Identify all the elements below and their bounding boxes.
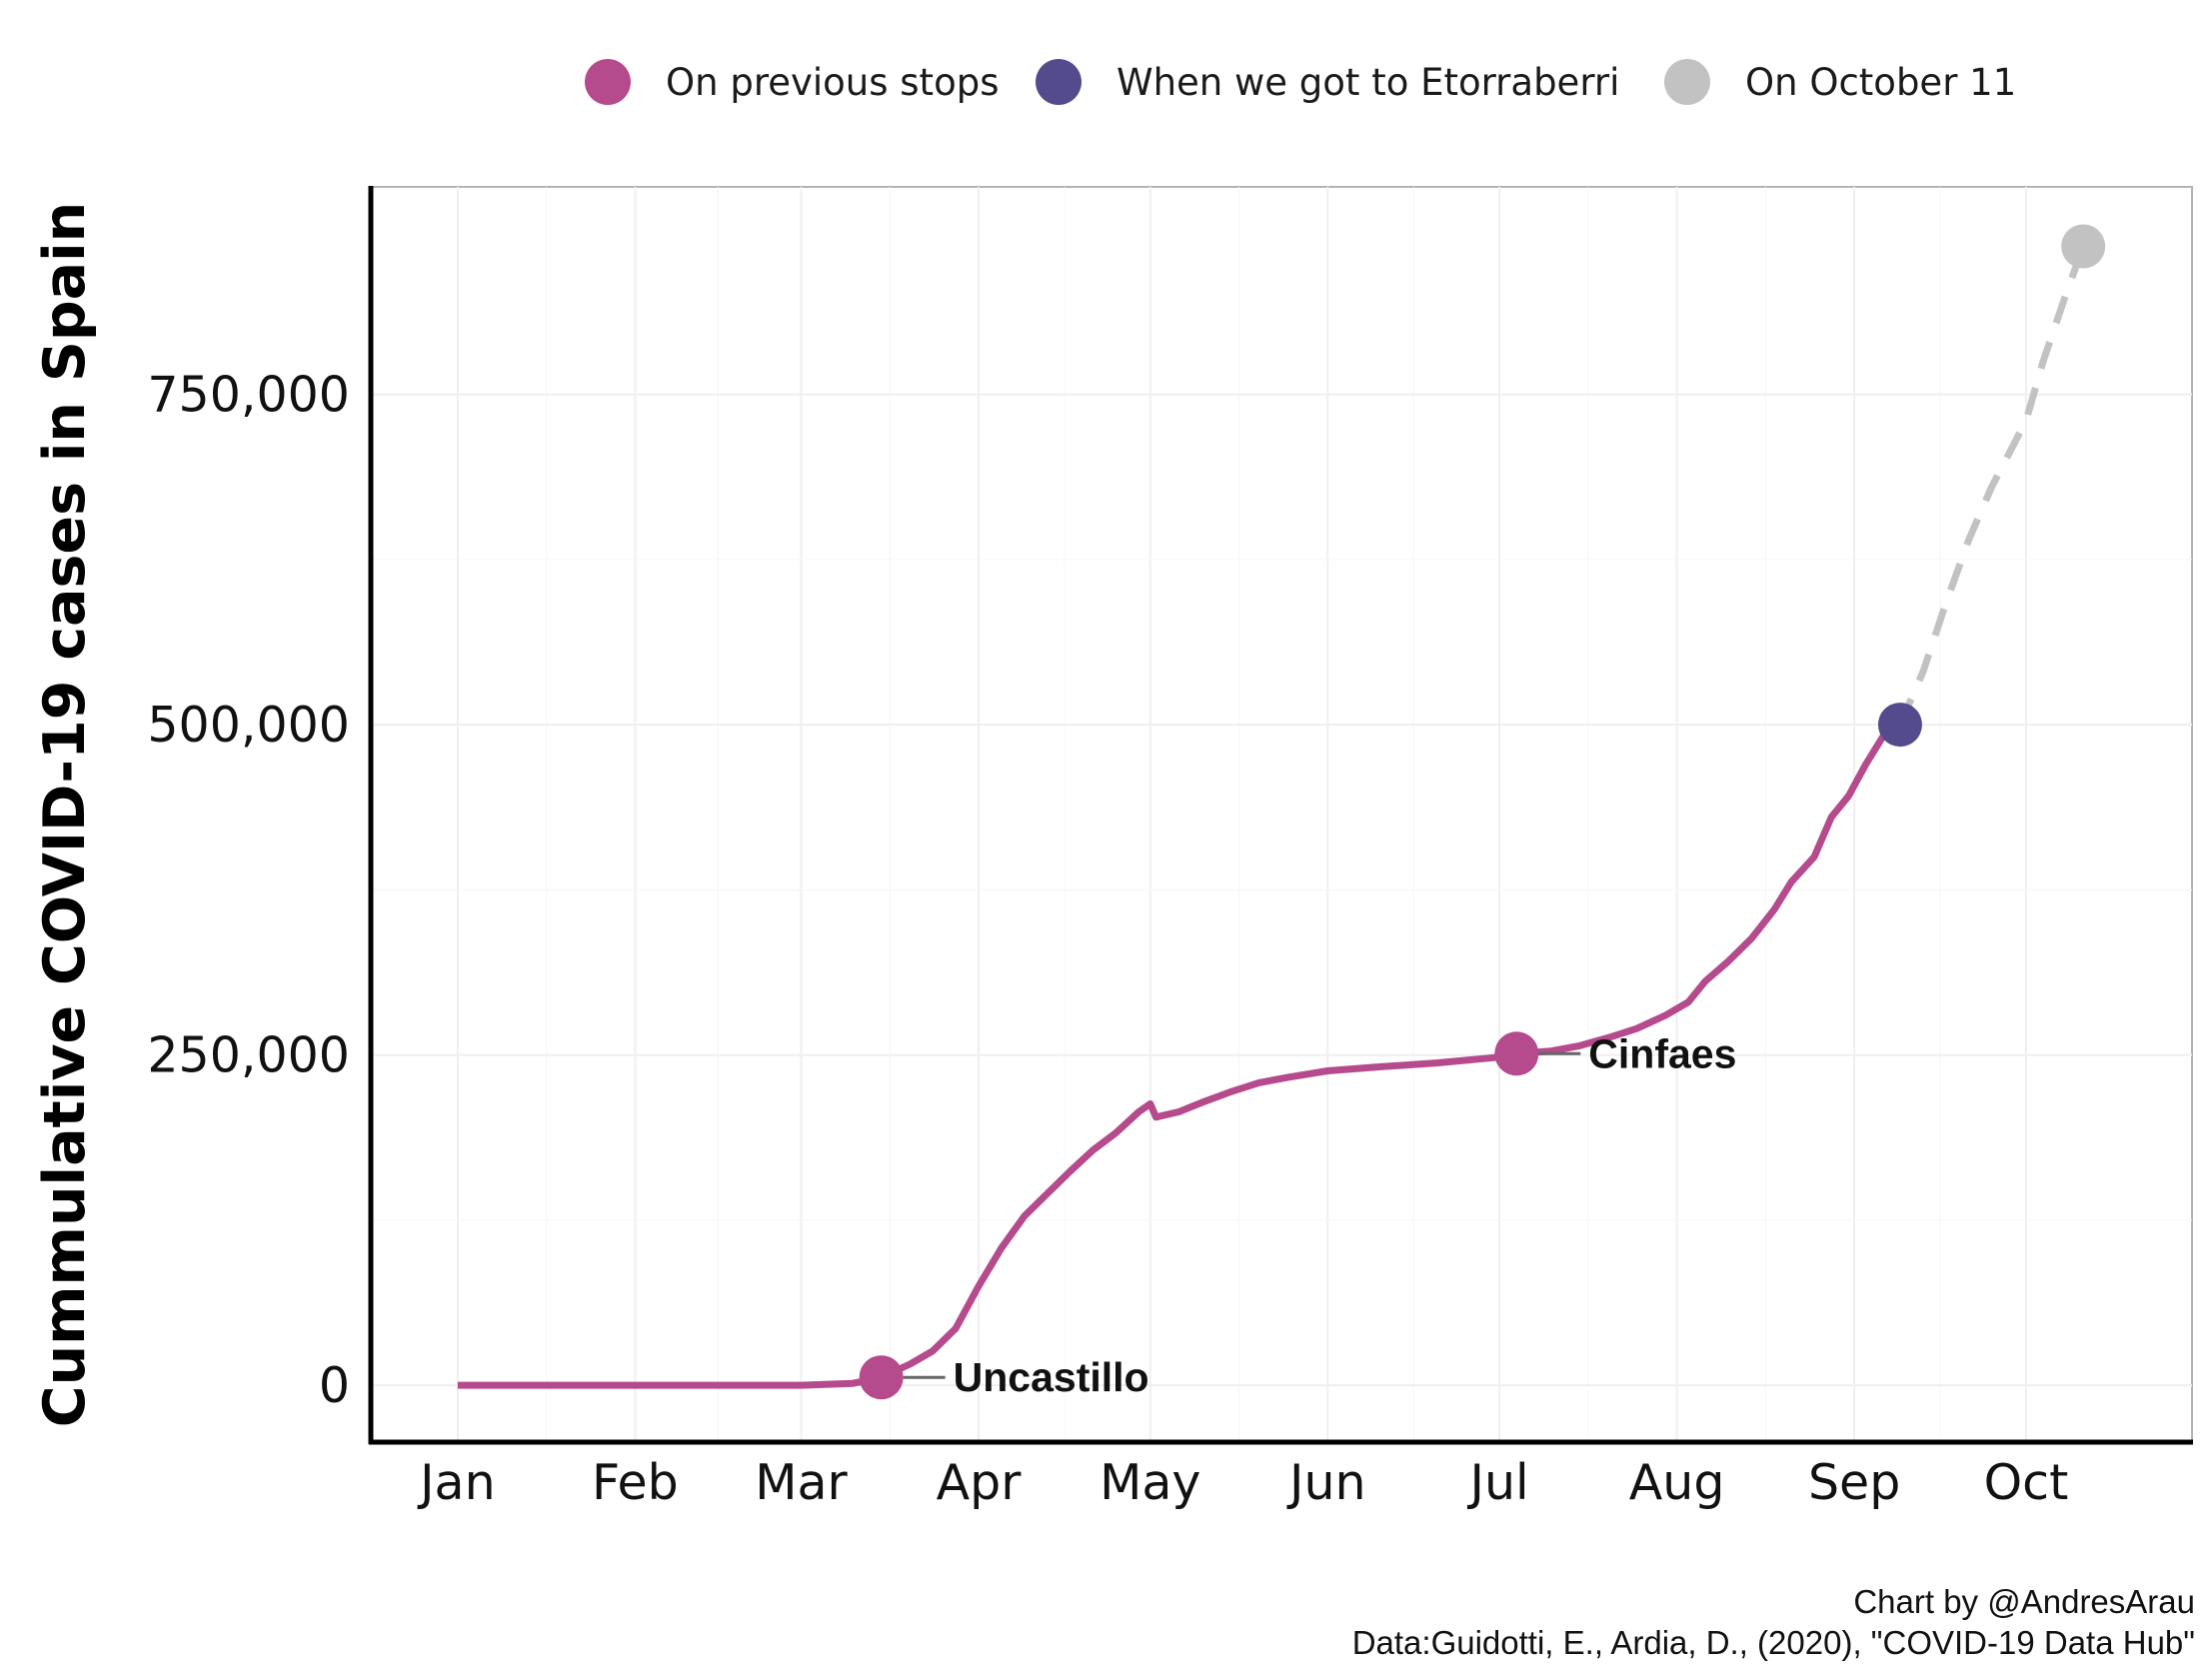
x-tick-label: Apr	[937, 1454, 1023, 1511]
caption-source: Data:Guidotti, E., Ardia, D., (2020), "C…	[1352, 1624, 2195, 1661]
y-axis-label: Cummulative COVID-19 cases in Spain	[32, 202, 98, 1428]
y-tick-label: 0	[319, 1357, 350, 1414]
markers-layer	[859, 224, 2106, 1400]
x-tick-label: Feb	[592, 1454, 679, 1511]
y-tick-label: 250,000	[147, 1027, 350, 1084]
stop-marker	[1877, 703, 1922, 748]
x-tick-label: Jan	[417, 1454, 496, 1511]
x-tick-label: Aug	[1629, 1454, 1725, 1511]
x-tick-label: May	[1100, 1454, 1200, 1511]
legend-label: On October 11	[1745, 61, 2016, 104]
legend-swatch	[585, 59, 631, 105]
x-tick-label: Jun	[1286, 1454, 1366, 1511]
plot-border	[371, 186, 2193, 1443]
x-tick-label: Jul	[1467, 1454, 1529, 1511]
cases-line	[457, 722, 1902, 1389]
legend-label: When we got to Etorraberri	[1116, 61, 1619, 104]
stop-marker	[2061, 224, 2106, 269]
caption-credit: Chart by @AndresArau	[1853, 1583, 2195, 1620]
y-tick-label: 750,000	[147, 367, 350, 424]
x-tick-labels: Jan Feb Mar Apr May Jun Jul Aug Sep Oct	[417, 1454, 2068, 1511]
stop-label: Cinfaes	[1588, 1030, 1736, 1076]
legend: On previous stops When we got to Etorrabe…	[585, 59, 2016, 105]
legend-swatch	[1036, 59, 1082, 105]
plot-panel: Uncastillo Cinfaes	[368, 186, 2193, 1445]
y-tick-labels: 0 250,000 500,000 750,000	[147, 367, 350, 1415]
stop-marker	[859, 1355, 904, 1400]
series-layer	[457, 245, 2087, 1389]
stop-marker	[1494, 1031, 1539, 1076]
y-tick-label: 500,000	[147, 697, 350, 754]
x-tick-label: Oct	[1984, 1454, 2069, 1511]
annotations-layer: Uncastillo Cinfaes	[903, 1030, 1736, 1400]
legend-label: On previous stops	[666, 61, 999, 104]
grid	[372, 187, 2192, 1442]
x-tick-label: Mar	[755, 1454, 848, 1511]
stop-label: Uncastillo	[954, 1354, 1149, 1400]
x-tick-label: Sep	[1808, 1454, 1900, 1511]
legend-swatch	[1664, 59, 1710, 105]
